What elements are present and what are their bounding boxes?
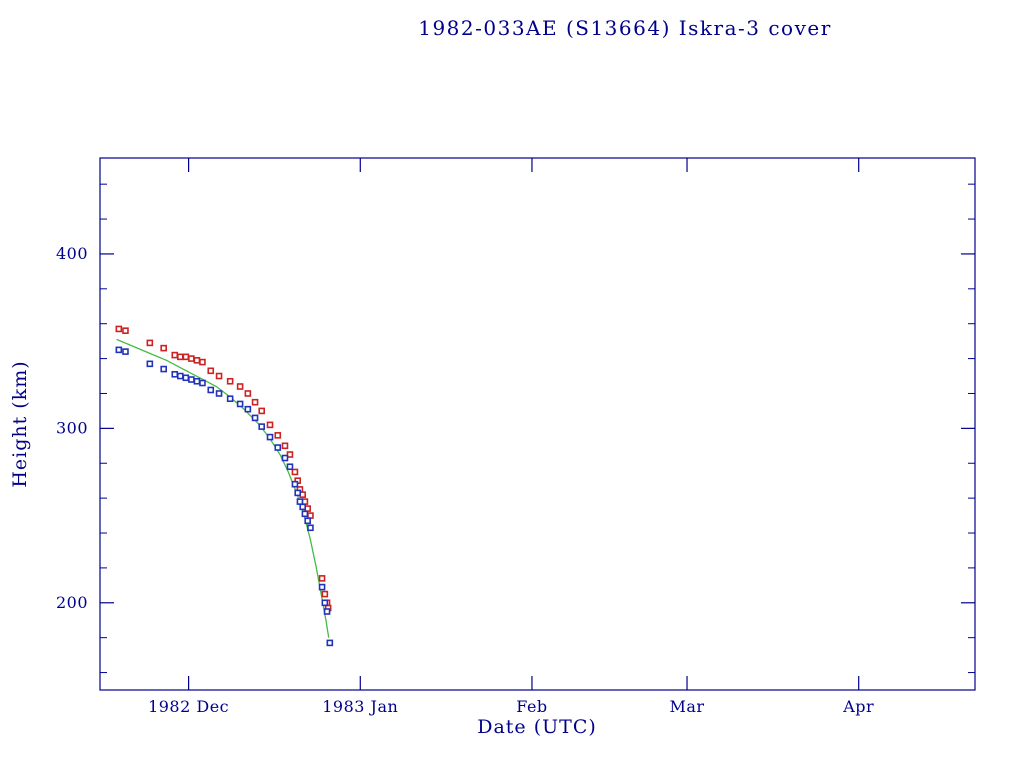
y-tick-label: 200 bbox=[56, 593, 88, 612]
blue-squares-marker bbox=[199, 379, 206, 387]
red-squares-marker bbox=[286, 451, 294, 458]
red-squares-marker bbox=[281, 442, 289, 450]
red-squares-marker bbox=[266, 421, 274, 429]
blue-squares-marker bbox=[318, 583, 326, 591]
y-tick-label: 400 bbox=[56, 244, 88, 263]
red-squares-marker bbox=[215, 372, 223, 380]
red-squares-marker bbox=[251, 398, 259, 406]
blue-squares-marker bbox=[291, 480, 299, 488]
red-squares-points bbox=[115, 325, 332, 612]
blue-squares-marker bbox=[182, 374, 190, 382]
x-tick-label: Feb bbox=[516, 697, 547, 716]
plot-frame bbox=[99, 157, 976, 691]
blue-squares-marker bbox=[171, 370, 179, 378]
decay-fit-line bbox=[116, 338, 330, 638]
blue-squares-marker bbox=[321, 599, 329, 607]
blue-squares-marker bbox=[296, 498, 304, 505]
red-squares-marker bbox=[182, 353, 190, 361]
red-squares-marker bbox=[226, 377, 234, 385]
blue-squares-marker bbox=[266, 433, 274, 441]
blue-squares-marker bbox=[304, 517, 311, 525]
x-tick-label: 1983 Jan bbox=[322, 697, 398, 716]
blue-squares-marker bbox=[258, 423, 266, 430]
y-tick-label: 300 bbox=[56, 418, 88, 437]
red-squares-marker bbox=[193, 357, 201, 364]
red-squares-marker bbox=[236, 383, 244, 390]
blue-squares-marker bbox=[193, 377, 201, 385]
x-axis-ticks: 1982 Dec 1983 Jan Feb Mar Apr bbox=[148, 158, 874, 716]
y-axis-ticks: 200 300 400 bbox=[56, 183, 975, 674]
red-squares-marker bbox=[207, 367, 215, 375]
red-squares-marker bbox=[115, 325, 123, 333]
red-squares-marker bbox=[122, 327, 129, 334]
blue-squares-marker bbox=[177, 372, 184, 380]
red-squares-marker bbox=[258, 407, 266, 415]
blue-squares-marker bbox=[286, 463, 294, 471]
blue-squares-marker bbox=[115, 346, 123, 354]
red-squares-marker bbox=[274, 432, 282, 439]
red-squares-marker bbox=[321, 590, 329, 598]
blue-squares-marker bbox=[146, 360, 154, 368]
red-squares-marker bbox=[146, 339, 154, 347]
blue-squares-marker bbox=[226, 395, 234, 403]
blue-squares-marker bbox=[160, 365, 167, 373]
chart-title: 1982-033AE (S13664) Iskra-3 cover bbox=[418, 16, 832, 40]
blue-squares-points bbox=[115, 346, 334, 647]
blue-squares-marker bbox=[307, 524, 314, 532]
blue-squares-marker bbox=[294, 489, 302, 497]
red-squares-marker bbox=[160, 344, 167, 352]
blue-squares-marker bbox=[251, 414, 259, 422]
red-squares-marker bbox=[171, 351, 179, 359]
blue-squares-marker bbox=[207, 386, 215, 394]
blue-squares-marker bbox=[215, 390, 223, 397]
red-squares-marker bbox=[291, 468, 299, 476]
blue-squares-marker bbox=[299, 503, 306, 511]
x-axis-label: Date (UTC) bbox=[477, 716, 597, 738]
x-tick-label: Apr bbox=[842, 697, 874, 716]
blue-squares-marker bbox=[244, 405, 252, 413]
blue-squares-marker bbox=[274, 444, 282, 451]
red-squares-marker bbox=[307, 512, 314, 519]
red-squares-marker bbox=[188, 355, 195, 362]
x-tick-label: Mar bbox=[669, 697, 704, 716]
red-squares-marker bbox=[318, 575, 326, 582]
red-squares-marker bbox=[199, 358, 206, 366]
blue-squares-marker bbox=[281, 454, 289, 462]
blue-squares-marker bbox=[326, 639, 334, 647]
blue-squares-marker bbox=[301, 510, 309, 518]
red-squares-marker bbox=[244, 390, 252, 397]
red-squares-marker bbox=[177, 353, 184, 361]
fit-curve bbox=[116, 338, 330, 638]
blue-squares-marker bbox=[323, 608, 331, 615]
x-tick-label: 1982 Dec bbox=[148, 697, 229, 716]
blue-squares-marker bbox=[188, 376, 195, 383]
blue-squares-marker bbox=[122, 348, 129, 355]
blue-squares-marker bbox=[236, 400, 244, 408]
